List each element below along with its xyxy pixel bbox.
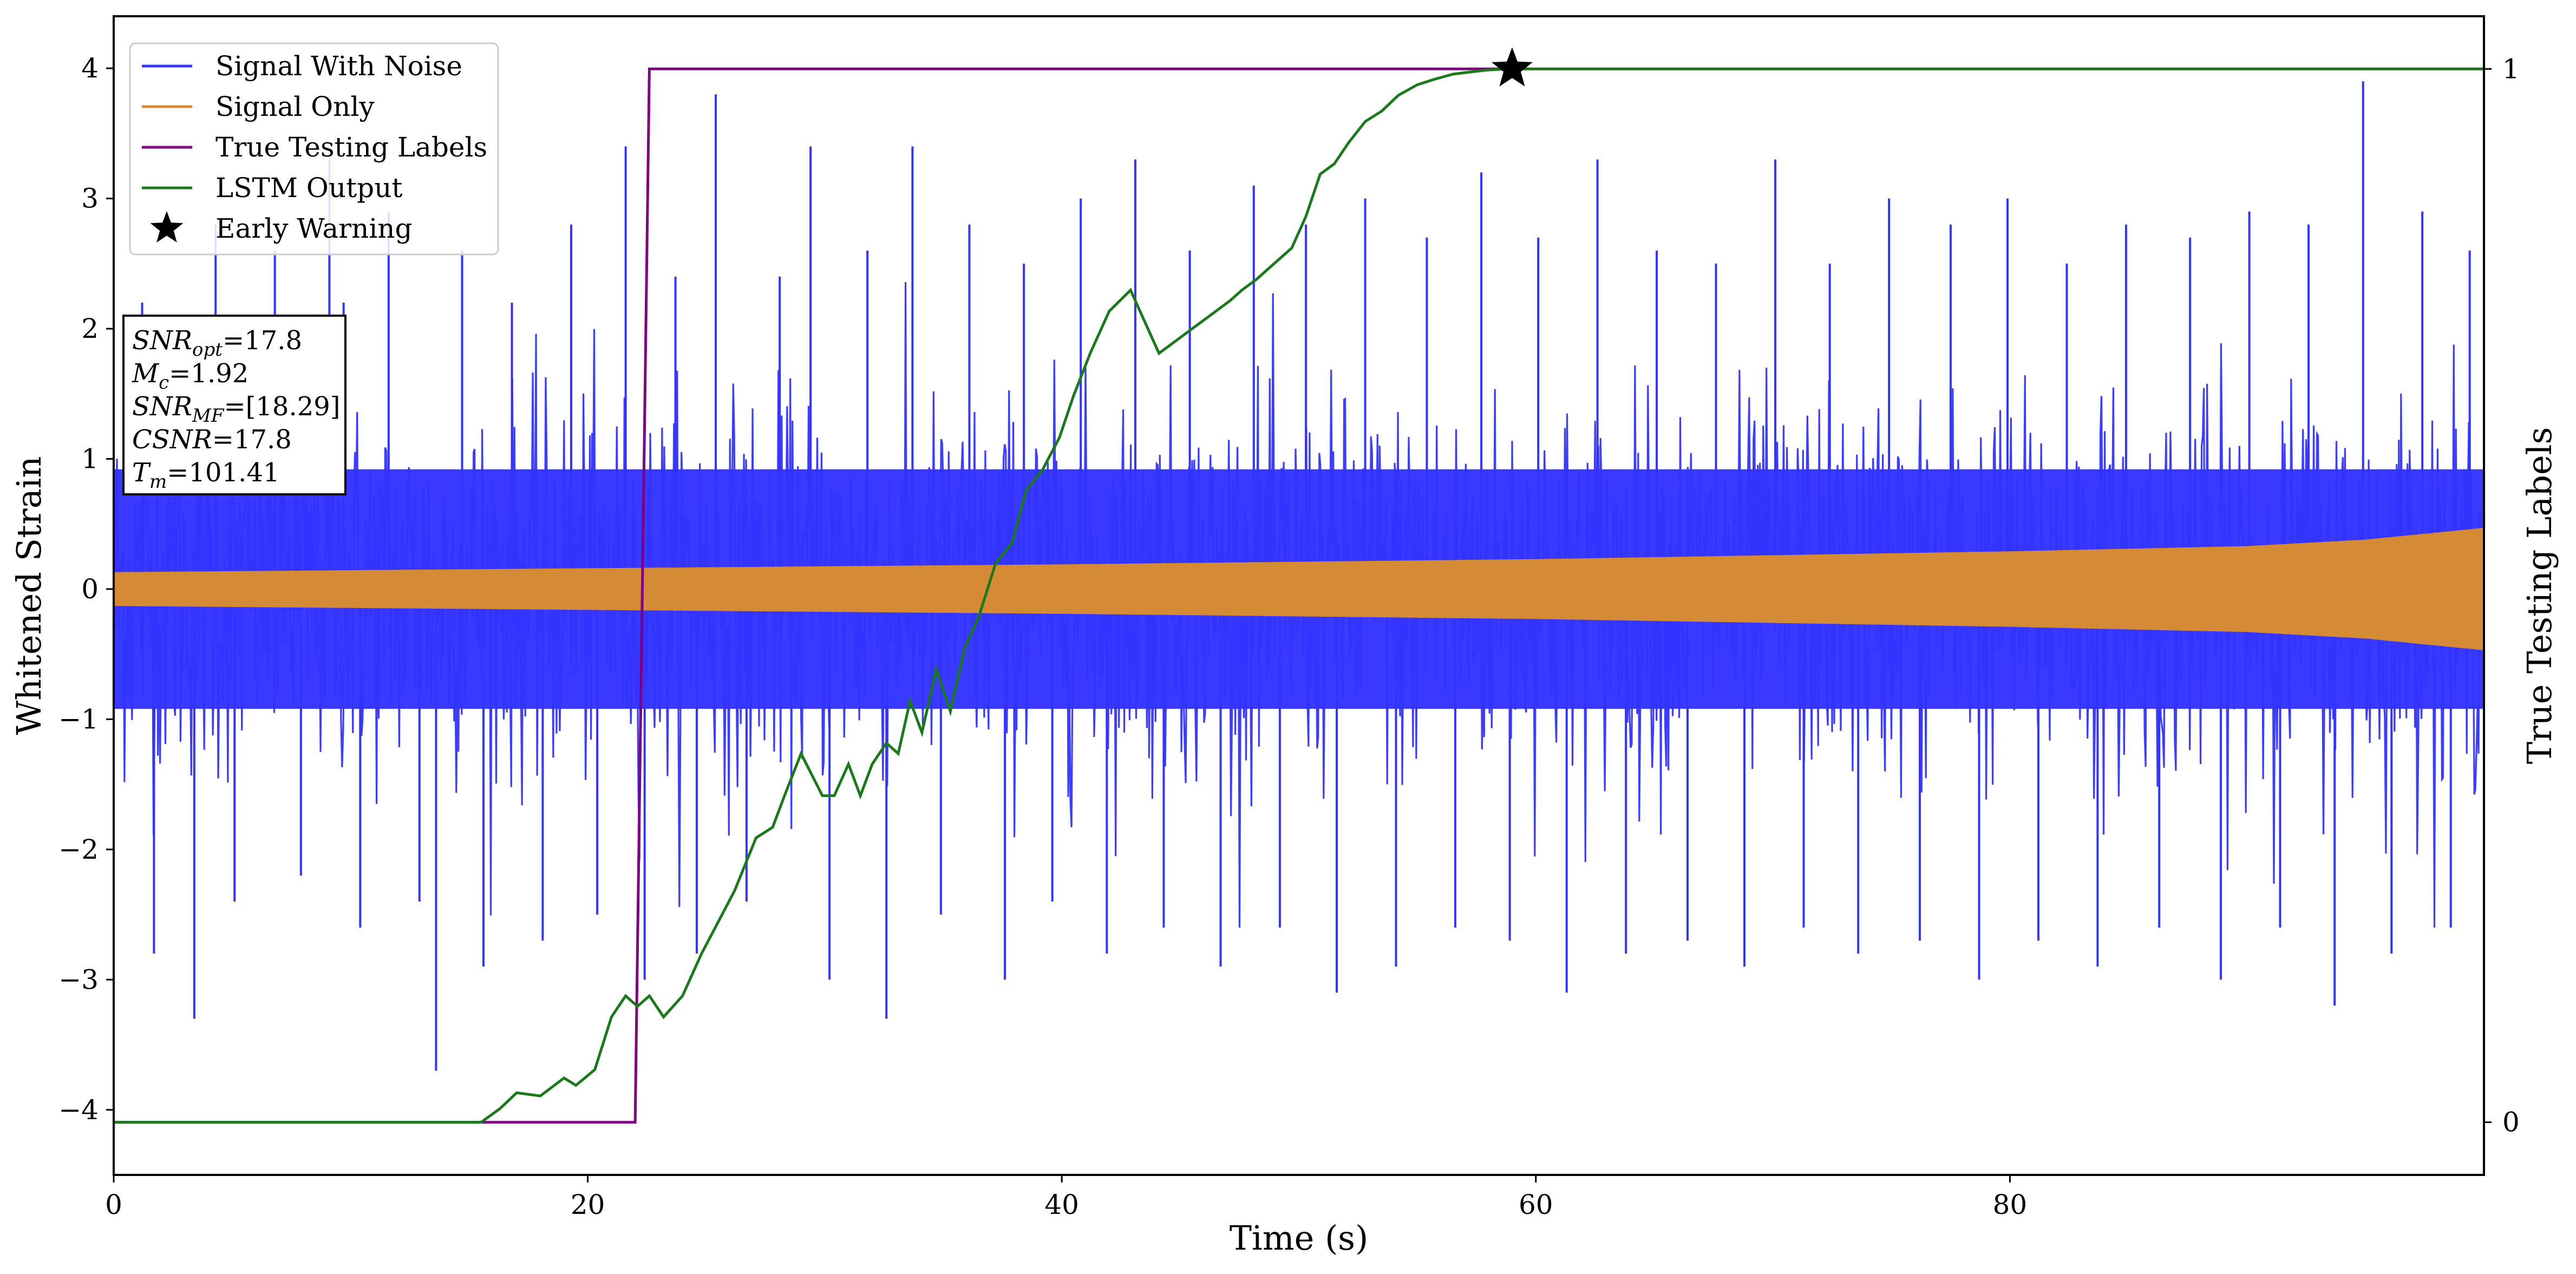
legend: Signal With Noise Signal Only True Testing… xyxy=(129,42,499,256)
y-axis-label-right: True Testing Labels xyxy=(2520,427,2559,765)
legend-label: True Testing Labels xyxy=(215,132,487,163)
x-tick-label: 40 xyxy=(1044,1189,1079,1220)
annotation-box: SNRopt=17.8Mc=1.92SNRMF=[18.29]CSNR=17.8… xyxy=(122,315,346,495)
plot-clip-group xyxy=(114,67,2484,1124)
annotation-line: SNRopt=17.8 xyxy=(132,325,302,361)
early-warning-star xyxy=(1492,47,1533,87)
y-axis-label-left: Whitened Strain xyxy=(9,456,49,735)
annotation-symbol: SNR xyxy=(132,391,192,422)
legend-star-swatch xyxy=(150,211,184,243)
legend-box xyxy=(129,42,499,256)
axes-frame xyxy=(113,15,2485,1176)
y-tick-label: −2 xyxy=(58,834,99,865)
y-right-tick-label: 0 xyxy=(2502,1107,2520,1138)
legend-entry: Signal Only xyxy=(142,91,375,122)
y-tick-label: 2 xyxy=(81,313,99,344)
y-tick-label: −1 xyxy=(58,703,99,735)
y-tick-label: −3 xyxy=(58,964,99,995)
series-lstm-output xyxy=(114,67,2484,1124)
annotation-line: Tm=101.41 xyxy=(132,458,279,493)
annotation-symbol: SNR xyxy=(132,325,192,356)
y-tick-label: 0 xyxy=(81,573,99,605)
legend-entry: LSTM Output xyxy=(142,172,402,204)
annotation-symbol: T xyxy=(132,458,151,488)
series-signal-only xyxy=(114,528,2484,650)
annotation-symbol: CSNR xyxy=(132,424,212,455)
annotation-symbol: M xyxy=(132,358,160,389)
annotation-value: =17.8 xyxy=(223,325,302,356)
y-tick-label: 3 xyxy=(81,183,99,214)
y-right-tick-label: 1 xyxy=(2502,53,2520,84)
x-tick-label: 0 xyxy=(105,1189,122,1220)
legend-entry: True Testing Labels xyxy=(142,132,487,163)
legend-entry: Early Warning xyxy=(150,211,413,244)
plot-area xyxy=(114,47,2484,1124)
legend-label: Signal Only xyxy=(215,91,375,122)
x-tick-label: 20 xyxy=(571,1189,605,1220)
x-axis-ticks: 0 20 40 60 80 xyxy=(105,1175,2027,1220)
y-tick-label: 4 xyxy=(81,53,99,84)
x-tick-label: 80 xyxy=(1993,1189,2028,1220)
annotation-line: SNRMF=[18.29] xyxy=(132,391,341,427)
legend-entry: Signal With Noise xyxy=(142,50,462,82)
legend-label: Signal With Noise xyxy=(215,50,462,82)
annotation-subscript: m xyxy=(149,471,167,493)
y-axis-ticks-left: −4 −3 −2 −1 0 1 2 3 4 xyxy=(58,53,114,1126)
annotation-subscript: c xyxy=(159,372,169,394)
annotation-line: CSNR=17.8 xyxy=(132,424,292,455)
annotation-line: Mc=1.92 xyxy=(132,358,249,394)
annotation-subscript: opt xyxy=(192,339,223,361)
y-tick-label: −4 xyxy=(58,1094,99,1126)
annotation-value: =101.41 xyxy=(167,458,279,488)
annotation-value: =[18.29] xyxy=(224,391,340,422)
legend-label: Early Warning xyxy=(215,213,413,244)
annotation-subscript: MF xyxy=(192,405,225,427)
annotation-box-frame xyxy=(122,315,346,495)
legend-label: LSTM Output xyxy=(215,172,402,204)
x-axis-label: Time (s) xyxy=(1230,1218,1369,1258)
annotation-value: =17.8 xyxy=(212,424,292,455)
x-tick-label: 60 xyxy=(1519,1189,1553,1220)
y-axis-ticks-right: 01 xyxy=(2484,53,2520,1138)
y-tick-label: 1 xyxy=(81,443,99,475)
annotation-value: =1.92 xyxy=(169,358,249,389)
axes-border xyxy=(113,15,2485,1176)
